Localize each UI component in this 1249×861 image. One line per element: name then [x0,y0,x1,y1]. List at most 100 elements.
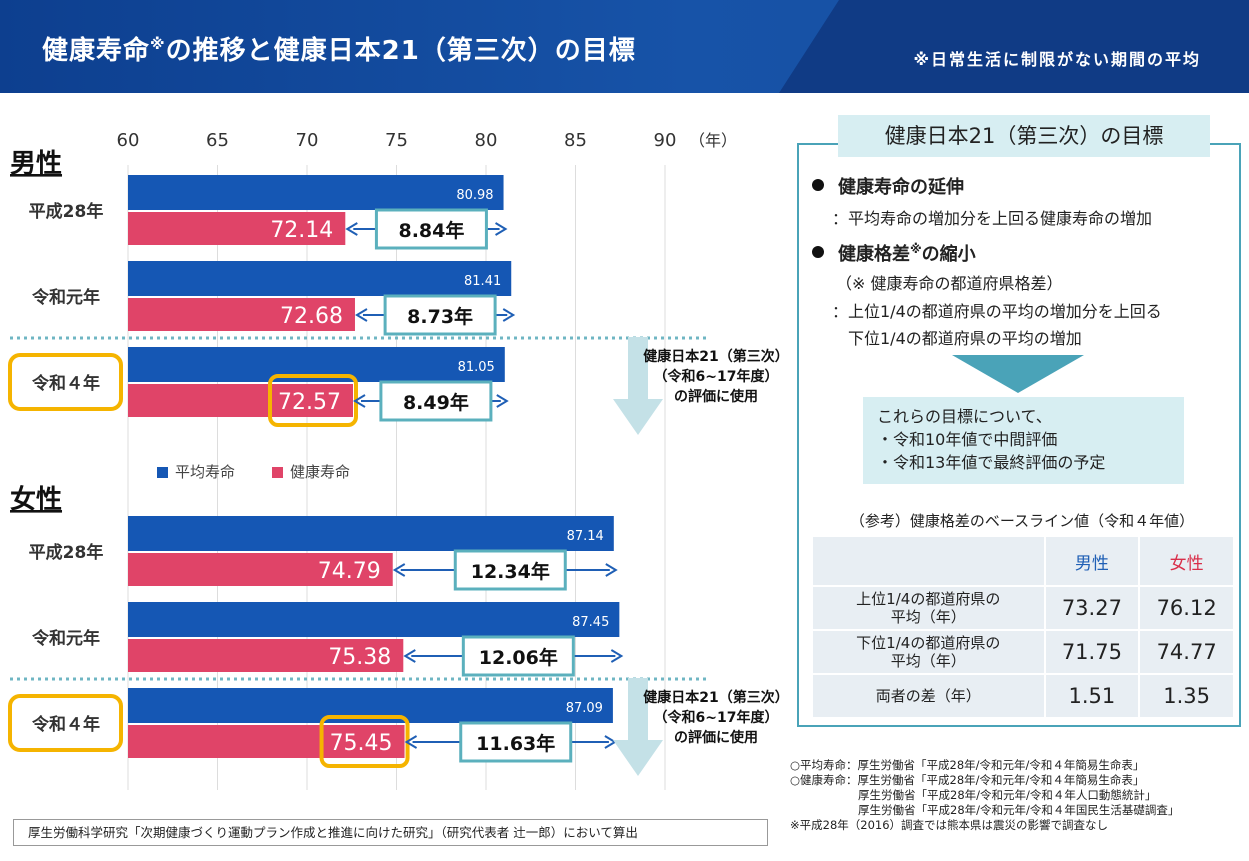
table-corner [811,535,1046,587]
gap-label: 8.84年 [398,219,464,242]
bar-average-label: 87.14 [567,529,604,544]
goal-2-description-1: ：上位1/4の都道府県の平均の増加分を上回る [832,302,1162,321]
reference-table: 男性 女性 上位1/4の都道府県の 平均（年） 73.27 76.12 下位1/4… [811,535,1235,719]
page-title: 健康寿命※の推移と健康日本21（第三次）の目標 [42,35,636,66]
table-row: 下位1/4の都道府県の 平均（年） 71.75 74.77 [811,629,1235,675]
down-arrow-icon [613,337,663,435]
legend-label-average: 平均寿命 [175,463,235,481]
gap-label: 12.06年 [479,646,558,669]
column-header-female: 女性 [1138,535,1235,587]
x-tick-label: 70 [296,130,319,151]
gap-label-box [379,380,493,422]
highlight-year-box [8,694,123,752]
down-arrow-icon [613,678,663,776]
footer-note: 厚生労働科学研究「次期健康づくり運動プラン作成と推進に向けた研究」（研究代表者 … [13,819,768,846]
evaluation-note: の評価に使用 [674,388,758,405]
cell-male: 1.51 [1043,673,1141,719]
evaluation-note: の評価に使用 [674,729,758,746]
bar-healthy-label: 72.68 [280,304,343,329]
x-tick-label: 90 [654,130,677,151]
evaluation-note: （令和6~17年度） [654,709,779,726]
gap-label: 12.34年 [471,560,550,583]
row-label: 両者の差（年） [811,673,1046,719]
table-header-row: 男性 女性 [811,535,1235,587]
arrow-head-left-icon [403,649,416,663]
source-line: ○平均寿命：厚生労働省「平成28年/令和元年/令和４年簡易生命表」 [790,758,1145,772]
evaluation-title: これらの目標について、 [877,407,1052,426]
gap-label-box [453,549,567,591]
arrow-head-left-icon [404,735,418,749]
arrow-head-right-icon [610,649,624,663]
down-arrow-icon [952,355,1084,393]
arrow-head-right-icon [496,394,509,408]
bar-average [128,175,504,210]
year-label: 令和元年 [32,628,100,649]
gap-label-box [461,635,575,677]
gap-label: 8.49年 [403,391,469,414]
legend-label-healthy: 健康寿命 [290,463,350,481]
legend-swatch-healthy [272,467,283,478]
year-label: 平成28年 [29,542,104,563]
bar-healthy-label: 74.79 [318,559,381,584]
x-tick-label: 85 [564,130,587,151]
bar-healthy-label: 75.45 [330,731,393,756]
header-accent [779,0,1249,93]
cell-female: 74.77 [1138,629,1235,675]
arrow-head-left-icon [345,222,358,236]
goal-2-note: （※ 健康寿命の都道府県格差） [836,274,1063,293]
bar-healthy [128,553,393,586]
legend-swatch-average [157,467,168,478]
row-label: 上位1/4の都道府県の 平均（年） [811,585,1046,631]
year-label: 令和元年 [32,287,100,308]
goal-1-description: ：平均寿命の増加分を上回る健康寿命の増加 [832,209,1153,228]
group-label: 女性 [10,484,62,515]
group-label: 男性 [10,149,62,179]
bullet-icon [812,246,824,258]
goals-panel-title: 健康日本21（第三次）の目標 [838,115,1210,157]
arrow-head-left-icon [392,563,406,577]
evaluation-note: （令和6~17年度） [654,368,779,385]
evaluation-item-1: ・令和10年値で中間評価 [877,430,1058,449]
gap-label: 11.63年 [476,732,555,755]
arrow-head-right-icon [495,222,508,236]
arrow-head-left-icon [353,394,366,408]
bar-healthy [128,384,354,417]
source-line: 厚生労働省「平成28年/令和元年/令和４年人口動態統計」 [858,788,1157,802]
row-label: 下位1/4の都道府県の 平均（年） [811,629,1046,675]
sources-note: ○平均寿命：厚生労働省「平成28年/令和元年/令和４年簡易生命表」 ○健康寿命：… [790,758,1245,833]
bar-healthy [128,725,405,758]
table-row: 上位1/4の都道府県の 平均（年） 73.27 76.12 [811,585,1235,631]
arrow-head-right-icon [502,308,516,322]
column-header-male: 男性 [1043,535,1141,587]
year-label: 令和４年 [32,373,100,394]
bar-average-label: 81.41 [464,274,501,289]
bar-average-label: 80.98 [456,188,493,203]
gap-label: 8.73年 [407,305,473,328]
evaluation-box: これらの目標について、 ・令和10年値で中間評価 ・令和13年値で最終評価の予定 [863,397,1184,484]
bar-healthy-label: 72.57 [278,390,341,415]
goal-2-description-2: 下位1/4の都道府県の平均の増加 [848,329,1082,348]
goal-1-heading: 健康寿命の延伸 [812,173,964,199]
gap-label-box [459,721,573,763]
bar-average [128,602,620,637]
source-line: ※平成28年（2016）調査では熊本県は震災の影響で調査なし [790,818,1109,832]
bar-healthy-label: 75.38 [328,645,391,670]
bar-healthy [128,639,404,672]
x-tick-label: 75 [385,130,408,151]
year-label: 平成28年 [29,201,104,222]
bar-average-label: 81.05 [458,360,495,375]
bar-average-label: 87.45 [572,615,609,630]
source-line: ○健康寿命：厚生労働省「平成28年/令和元年/令和４年簡易生命表」 [790,773,1145,787]
year-label: 令和４年 [32,714,100,735]
cell-male: 73.27 [1043,585,1141,631]
arrow-head-left-icon [355,308,368,322]
bar-healthy [128,298,355,331]
highlight-year-box [8,353,123,411]
source-line: 厚生労働省「平成28年/令和元年/令和４年国民生活基礎調査」 [858,803,1180,817]
gap-label-box [383,294,497,336]
cell-female: 1.35 [1138,673,1235,719]
bar-healthy-label: 72.14 [270,218,333,243]
gap-label-box [374,208,488,250]
x-tick-label: 65 [206,130,229,151]
